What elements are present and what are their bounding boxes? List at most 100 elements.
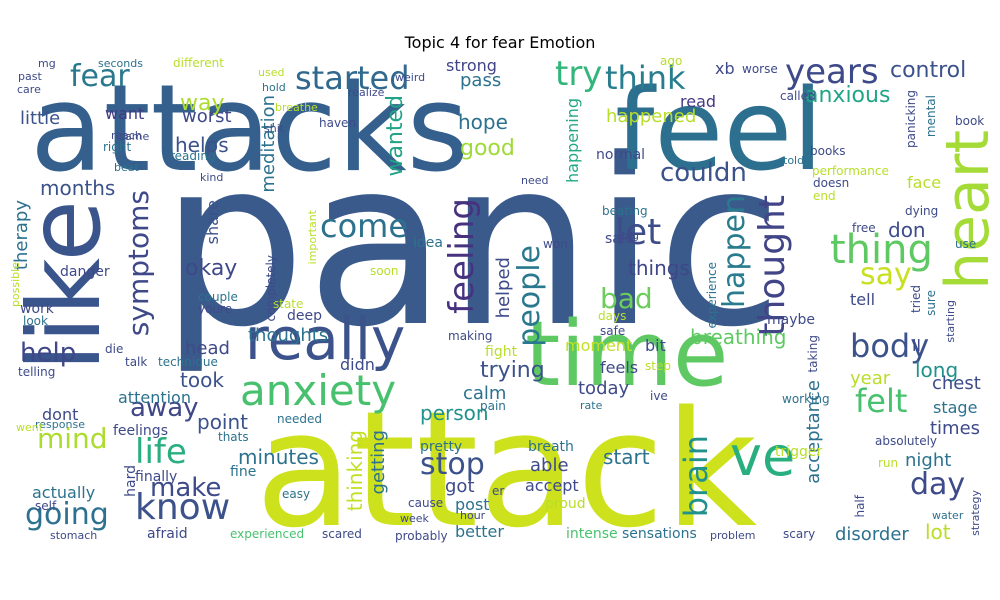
word-stomach: stomach	[50, 529, 98, 542]
word-breath: breath	[528, 439, 574, 455]
word-seconds: seconds	[98, 57, 143, 70]
word-free: free	[852, 221, 876, 235]
word-really: really	[245, 305, 406, 373]
word-day: day	[910, 467, 966, 502]
word-deep: deep	[287, 308, 322, 324]
word-important: important	[306, 210, 319, 265]
word-making: making	[448, 329, 493, 343]
word-accept: accept	[525, 476, 579, 495]
word-brain: brain	[677, 435, 715, 518]
word-couple: couple	[198, 290, 238, 304]
word-breathing: breathing	[690, 325, 787, 349]
word-intense: intense	[566, 526, 618, 542]
word-feel: feel	[615, 66, 824, 196]
word-trying: trying	[480, 358, 545, 383]
word-cause: cause	[408, 496, 444, 510]
word-called: called	[780, 89, 816, 103]
word-bad: bad	[600, 282, 653, 315]
word-end: end	[813, 189, 836, 203]
word-hope: hope	[458, 110, 508, 134]
word-months: months	[40, 176, 116, 200]
word-night: night	[905, 450, 952, 471]
word-said: said	[605, 231, 634, 247]
word-completely: completely	[264, 255, 278, 322]
word-proud: proud	[545, 496, 586, 512]
word-absolutely: absolutely	[875, 434, 938, 448]
word-little: little	[20, 108, 61, 129]
word-anxious: anxious	[805, 83, 891, 108]
word-realize: realize	[348, 86, 385, 99]
word-work: work	[20, 301, 54, 317]
word-way: way	[180, 91, 225, 116]
word-weird: weird	[395, 71, 426, 84]
word-worst: worst	[182, 106, 232, 127]
word-help: help	[20, 338, 77, 368]
word-years: years	[785, 52, 879, 92]
word-telling: telling	[18, 365, 56, 379]
word-bit: bit	[645, 336, 666, 355]
word-working: working	[782, 392, 830, 406]
word-feels: feels	[600, 358, 639, 377]
word-talk: talk	[125, 355, 148, 369]
word-right: right	[103, 140, 132, 154]
word-run: run	[878, 456, 899, 470]
word-mg: mg	[38, 57, 56, 70]
word-haven: haven	[319, 116, 357, 130]
word-chest: chest	[932, 373, 981, 394]
word-fight: fight	[485, 344, 518, 360]
word-finally: finally	[135, 469, 178, 485]
word-long: long	[915, 358, 959, 382]
word-minutes: minutes	[238, 445, 319, 469]
word-scary: scary	[783, 527, 816, 541]
word-feelings: feelings	[113, 423, 168, 439]
word-strategy: strategy	[969, 490, 982, 536]
word-ive: ive	[650, 389, 668, 403]
word-anxiety: anxiety	[240, 366, 397, 415]
word-pass: pass	[460, 70, 502, 91]
word-stage: stage	[933, 398, 978, 417]
word-happen: happen	[717, 195, 752, 308]
word-won: won	[543, 237, 568, 251]
word-pain: pain	[480, 399, 506, 413]
word-different: different	[173, 56, 224, 70]
word-fear: fear	[70, 59, 130, 94]
word-big: big	[622, 229, 640, 242]
word-tell: tell	[850, 290, 876, 309]
word-dont: dont	[42, 405, 79, 424]
word-normal: normal	[596, 147, 646, 163]
word-good: good	[460, 136, 515, 161]
word-ll: ll	[912, 336, 921, 355]
word-afraid: afraid	[147, 526, 188, 542]
word-head: head	[185, 338, 230, 359]
word-things: things	[628, 256, 690, 280]
word-step: step	[645, 359, 671, 373]
word-probably: probably	[395, 529, 448, 543]
word-calm: calm	[463, 383, 507, 404]
figure-title: Topic 4 for fear Emotion	[404, 33, 596, 52]
word-experience: experience	[705, 262, 719, 329]
word-reading: reading	[170, 149, 216, 163]
word-book: book	[955, 114, 985, 128]
word-sure: sure	[924, 290, 938, 316]
word-people: people	[512, 245, 547, 347]
word-danger: danger	[60, 264, 110, 280]
word-heart: heart	[933, 130, 1000, 290]
word-going: going	[25, 497, 109, 532]
word-don: don	[888, 218, 926, 242]
word-told: told	[783, 154, 805, 167]
word-let: let	[615, 212, 662, 253]
word-getting: getting	[368, 430, 389, 495]
word-away: away	[130, 393, 199, 423]
word-maybe: maybe	[767, 312, 816, 328]
word-life: life	[135, 432, 187, 472]
word-thoughts: thoughts	[248, 325, 329, 346]
word-look: look	[23, 314, 48, 328]
word-know: know	[135, 487, 231, 528]
word-happening: happening	[563, 98, 582, 183]
word-thing: thing	[830, 227, 933, 273]
word-stop: stop	[420, 447, 485, 482]
word-attacks: attacks	[30, 60, 470, 199]
word-happened: happened	[606, 106, 697, 127]
word-trigger: trigger	[775, 444, 823, 460]
